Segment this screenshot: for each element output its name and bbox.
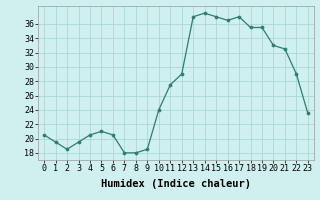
- X-axis label: Humidex (Indice chaleur): Humidex (Indice chaleur): [101, 179, 251, 189]
